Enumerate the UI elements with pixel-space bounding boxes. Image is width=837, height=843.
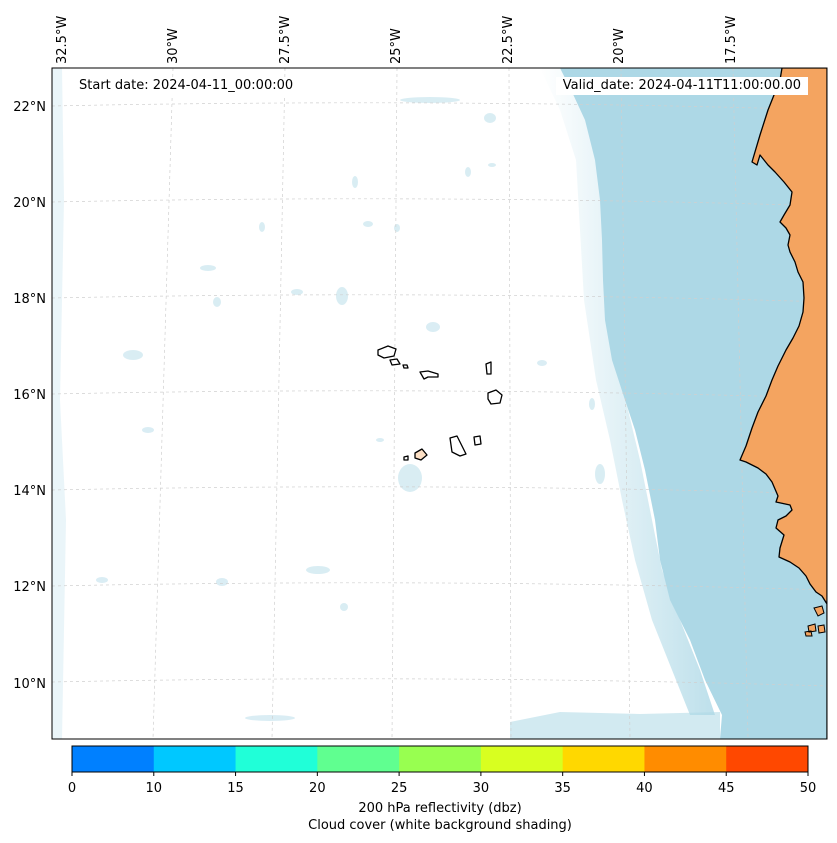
island-brava <box>403 455 409 461</box>
colorbar-segment <box>72 746 155 772</box>
map-frame <box>51 67 828 740</box>
lon-label: 25°W <box>389 28 404 64</box>
cape-verde-islands <box>377 345 503 461</box>
start-date-label: Start date: 2024-04-11_00:00:00 <box>72 77 301 95</box>
colorbar-tick-label: 25 <box>391 781 408 796</box>
cloud-cover-area <box>560 68 827 739</box>
island-sao-nicolau <box>419 370 439 380</box>
colorbar-segment <box>153 746 237 772</box>
island-santiago <box>449 435 467 457</box>
lat-label: 10°N <box>13 677 46 692</box>
lon-label: 17.5°W <box>724 16 739 64</box>
longitude-labels: 32.5°W 30°W 27.5°W 25°W 22.5°W 20°W 17.5… <box>55 16 739 64</box>
lat-label: 18°N <box>13 292 46 307</box>
colorbar-tick-label: 10 <box>146 781 163 796</box>
colorbar-tick-label: 30 <box>473 781 490 796</box>
graticule <box>52 68 827 739</box>
island-sao-vicente <box>389 358 401 366</box>
lon-label: 32.5°W <box>55 16 70 64</box>
colorbar-tick-label: 0 <box>68 781 76 796</box>
colorbar: 0 10 15 20 25 30 35 40 45 50 <box>68 745 817 796</box>
map-content <box>52 68 827 739</box>
colorbar-tick-label: 15 <box>227 781 244 796</box>
cloud-cover-south <box>510 712 720 739</box>
island-santo-antao <box>377 345 397 359</box>
colorbar-segment <box>235 746 318 772</box>
colorbar-tick-label: 40 <box>636 781 653 796</box>
colorbar-tick-label: 50 <box>800 781 817 796</box>
cloud-cover-fade <box>540 68 715 715</box>
lon-label: 22.5°W <box>501 16 516 64</box>
colorbar-segment <box>317 746 400 772</box>
colorbar-segment <box>726 746 809 772</box>
island-fogo <box>414 448 428 461</box>
lon-label: 30°W <box>166 28 181 64</box>
island-santa-luzia <box>402 364 409 369</box>
colorbar-label: 200 hPa reflectivity (dbz) <box>358 801 522 816</box>
lon-label: 20°W <box>612 28 627 64</box>
colorbar-segment <box>480 746 564 772</box>
cloud-cover-west-edge <box>52 68 66 739</box>
bijagos-islands <box>804 605 826 637</box>
colorbar-segment <box>399 746 482 772</box>
colorbar-segment <box>644 746 727 772</box>
colorbar-tick-label: 45 <box>718 781 735 796</box>
colorbar-tick-label: 20 <box>309 781 326 796</box>
colorbar-frame <box>71 745 809 773</box>
island-sal <box>485 361 492 375</box>
island-boa-vista <box>487 389 503 405</box>
colorbar-tick-label: 35 <box>554 781 571 796</box>
lat-label: 16°N <box>13 388 46 403</box>
lat-label: 14°N <box>13 484 46 499</box>
colorbar-segment <box>562 746 645 772</box>
latitude-labels: 22°N 20°N 18°N 16°N 14°N 12°N 10°N <box>13 100 46 692</box>
colorbar-sublabel: Cloud cover (white background shading) <box>308 818 572 833</box>
africa-land <box>739 68 827 739</box>
lon-label: 27.5°W <box>278 16 293 64</box>
cloud-fragments <box>96 97 605 721</box>
island-maio <box>473 435 482 446</box>
valid-date-label: Valid_date: 2024-04-11T11:00:00.00 <box>555 77 808 95</box>
lat-label: 22°N <box>13 100 46 115</box>
lat-label: 12°N <box>13 580 46 595</box>
lat-label: 20°N <box>13 196 46 211</box>
